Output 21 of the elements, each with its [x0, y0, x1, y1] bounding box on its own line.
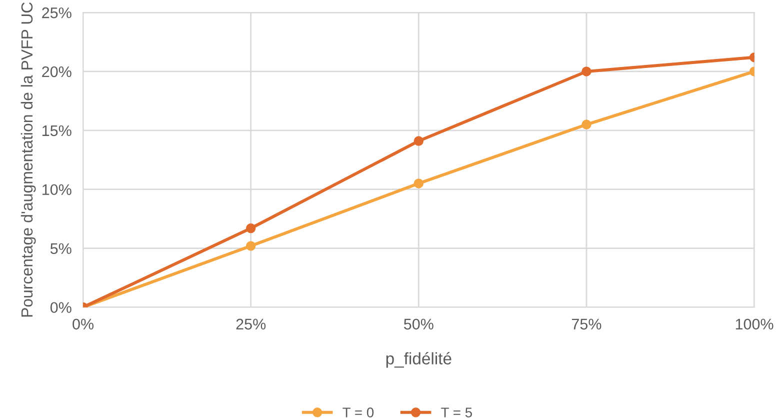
point [246, 223, 256, 234]
point [414, 136, 424, 146]
y-tick-label: 0% [50, 302, 72, 313]
y-tick-label: 20% [42, 66, 72, 78]
point [414, 178, 424, 188]
x-tick-label: 0% [72, 318, 94, 330]
point [582, 120, 592, 130]
point [246, 241, 256, 251]
y-tick-label: 5% [50, 243, 72, 254]
x-axis-title: p_fidélité [386, 352, 452, 368]
x-tick-label: 50% [404, 318, 434, 330]
y-axis-title: Pourcentage d'augmentation de la PVFP UC [20, 2, 36, 317]
point [582, 66, 592, 76]
legend-label: T = 5 [441, 408, 472, 418]
y-tick-label: 15% [42, 125, 72, 136]
x-tick-label: 25% [236, 318, 266, 330]
x-tick-label: 100% [736, 318, 774, 330]
legend-label: T = 0 [342, 408, 374, 418]
y-tick-label: 25% [42, 7, 72, 18]
x-tick-label: 75% [572, 318, 602, 330]
y-tick-label: 10% [42, 184, 72, 196]
